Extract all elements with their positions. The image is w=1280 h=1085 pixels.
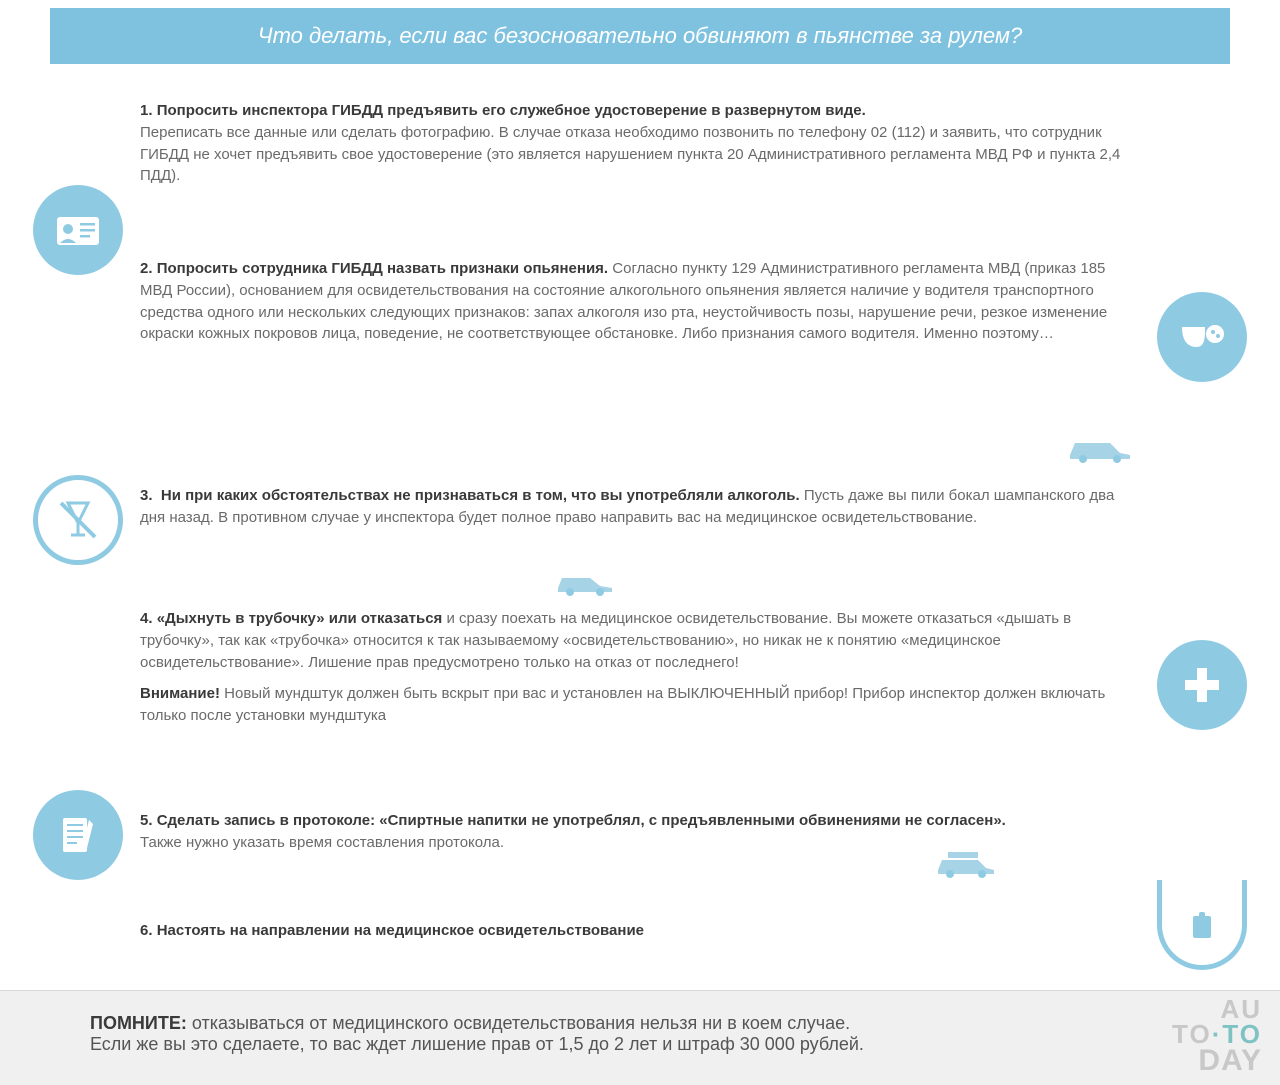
watermark: AU TO·TO DAY xyxy=(1172,997,1262,1075)
header-title: Что делать, если вас безосновательно обв… xyxy=(258,23,1022,48)
step-5-bold: Сделать запись в протоколе: «Спиртные на… xyxy=(157,812,1006,829)
protocol-icon xyxy=(33,790,123,880)
step-1: 1. Попросить инспектора ГИБДД предъявить… xyxy=(140,100,1130,187)
step-5: 5. Сделать запись в протоколе: «Спиртные… xyxy=(140,810,1010,854)
cup-breath-icon xyxy=(1157,292,1247,382)
step-4: 4. «Дыхнуть в трубочку» или отказаться и… xyxy=(140,608,1140,727)
step-4-warn: Новый мундштук должен быть вскрыт при ва… xyxy=(140,685,1105,724)
clipboard-icon xyxy=(1157,880,1247,970)
infographic-container: Что делать, если вас безосновательно обв… xyxy=(0,0,1280,1085)
step-1-num: 1. xyxy=(140,102,153,119)
wm-l2: TO·TO xyxy=(1172,1022,1262,1047)
step-1-bold: Попросить инспектора ГИБДД предъявить ег… xyxy=(157,102,866,119)
step-3: 3. Ни при каких обстоятельствах не призн… xyxy=(140,485,1140,529)
step-3-bold: Ни при каких обстоятельствах не признава… xyxy=(161,487,800,504)
step-4-num: 4. xyxy=(140,610,153,627)
medical-cross-icon xyxy=(1157,640,1247,730)
step-5-body: Также нужно указать время составления пр… xyxy=(140,834,504,851)
step-4-bold: «Дыхнуть в трубочку» или отказаться xyxy=(157,610,443,627)
footer-lead: ПОМНИТЕ: xyxy=(90,1013,187,1033)
footer-line2: Если же вы это сделаете, то вас ждет лиш… xyxy=(90,1034,864,1054)
step-3-num: 3. xyxy=(140,487,153,504)
step-4-warn-label: Внимание! xyxy=(140,685,220,702)
step-5-num: 5. xyxy=(140,812,153,829)
footer-band: ПОМНИТЕ: отказываться от медицинского ос… xyxy=(0,990,1280,1085)
header-ribbon: Что делать, если вас безосновательно обв… xyxy=(50,8,1230,64)
id-card-icon xyxy=(33,185,123,275)
step-1-body: Переписать все данные или сделать фотогр… xyxy=(140,124,1120,185)
step-2-num: 2. xyxy=(140,260,153,277)
step-2: 2. Попросить сотрудника ГИБДД назвать пр… xyxy=(140,258,1140,345)
footer-line1: отказываться от медицинского освидетельс… xyxy=(192,1013,850,1033)
car-icon-2 xyxy=(550,568,620,596)
car-icon-3 xyxy=(930,850,1000,878)
step-6-num: 6. xyxy=(140,922,153,939)
step-6-bold: Настоять на направлении на медицинское о… xyxy=(157,922,644,939)
no-glass-icon xyxy=(33,475,123,565)
car-icon-1 xyxy=(1065,435,1135,463)
step-6: 6. Настоять на направлении на медицинско… xyxy=(140,920,1010,942)
wm-l3: DAY xyxy=(1172,1047,1262,1076)
step-2-bold: Попросить сотрудника ГИБДД назвать призн… xyxy=(157,260,608,277)
